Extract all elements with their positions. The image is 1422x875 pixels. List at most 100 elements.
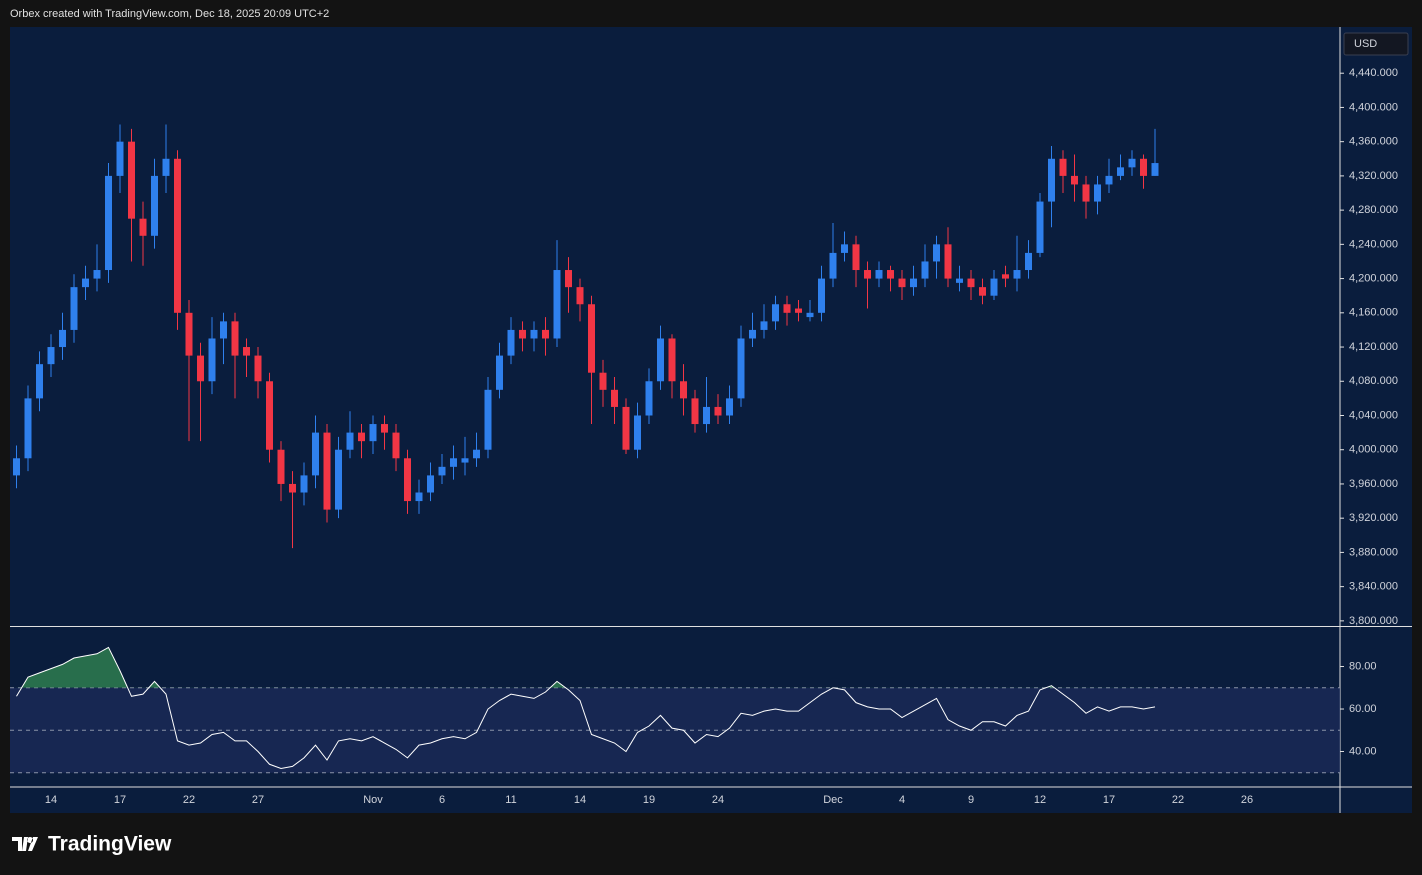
y-tick-label: 3,960.000 [1349, 478, 1398, 490]
candle-body [197, 355, 204, 382]
candle-body [703, 406, 710, 425]
rsi-line [16, 646, 1156, 770]
candle-body [438, 466, 446, 476]
candle-body [415, 492, 423, 502]
candle-body [749, 329, 756, 339]
currency-box[interactable] [1343, 32, 1409, 56]
candle-body [1117, 167, 1124, 176]
candle-body [254, 355, 262, 382]
candle-body [404, 458, 411, 502]
logo-text: TradingView [48, 833, 172, 856]
candle-body [312, 432, 319, 476]
header-title: Orbex created with TradingView.com, Dec … [10, 8, 329, 20]
candle-body [576, 287, 584, 305]
candle-body [93, 270, 101, 279]
candle-body [829, 252, 837, 279]
x-tick-label: 17 [114, 794, 126, 806]
candle-body [714, 406, 722, 416]
candle-body [519, 329, 526, 339]
candle-body [1094, 184, 1101, 202]
candle-body [818, 278, 825, 313]
candle-body [979, 287, 986, 296]
candle-body [289, 483, 296, 493]
candle-body [70, 287, 78, 330]
logo-icon [12, 837, 38, 851]
time-scale [10, 787, 1340, 813]
candle-body [645, 381, 653, 416]
candle-body [1025, 252, 1032, 271]
x-tick-label: 12 [1034, 794, 1046, 806]
candle-body [335, 449, 342, 510]
x-tick-label: 22 [1172, 794, 1184, 806]
candle-body [36, 364, 43, 399]
y2-tick-label: 40.00 [1349, 745, 1377, 757]
tradingview-logo: TradingView [12, 833, 172, 856]
y-tick-label: 4,240.000 [1349, 238, 1398, 250]
x-tick-label: 4 [899, 794, 905, 806]
candle-body [668, 338, 676, 382]
candle-body [760, 321, 768, 330]
candle-body [530, 329, 538, 339]
y-tick-label: 4,280.000 [1349, 204, 1398, 216]
x-tick-label: Dec [823, 794, 843, 806]
y-tick-label: 4,320.000 [1349, 170, 1398, 182]
candle-body [680, 381, 687, 399]
candle-body [588, 304, 595, 373]
candle-body [1048, 158, 1055, 202]
candle-body [1082, 184, 1090, 202]
x-tick-label: 14 [45, 794, 57, 806]
candle-body [277, 449, 285, 484]
y2-tick-label: 60.00 [1349, 703, 1377, 715]
candle-body [174, 158, 181, 313]
y2-tick-label: 80.00 [1349, 660, 1377, 672]
candle-body [139, 218, 147, 236]
candle-body [358, 432, 365, 442]
candle-body [128, 141, 135, 219]
candle-body [392, 432, 400, 459]
candle-body [47, 347, 55, 365]
candle-body [496, 355, 503, 390]
candle-body [13, 458, 20, 476]
candle-body [864, 270, 871, 279]
y-tick-label: 4,080.000 [1349, 375, 1398, 387]
candle-body [657, 338, 664, 382]
candle-body [381, 424, 388, 433]
candle-body [300, 475, 308, 493]
x-tick-label: 6 [439, 794, 445, 806]
candle-body [737, 338, 745, 399]
y-tick-label: 4,200.000 [1349, 272, 1398, 284]
candle-body [1002, 274, 1009, 279]
y-tick-label: 4,440.000 [1349, 67, 1398, 79]
candle-body [806, 312, 814, 318]
candle-body [1105, 175, 1113, 185]
candle-body [898, 278, 906, 288]
candle-body [162, 158, 170, 176]
candle-body [944, 244, 952, 279]
candle-body [461, 458, 469, 463]
x-tick-label: Nov [363, 794, 383, 806]
candle-body [59, 329, 66, 348]
price-scale [1340, 27, 1412, 813]
candle-body [24, 398, 32, 459]
candle-body [622, 406, 630, 450]
candle-body [841, 244, 848, 253]
candle-body [220, 321, 227, 339]
candle-body [507, 329, 515, 356]
candle-body [323, 432, 331, 510]
candle-body [910, 278, 917, 288]
candle-body [772, 304, 779, 322]
plot-area [10, 27, 1340, 787]
candle-body [484, 389, 492, 450]
candle-body [956, 278, 963, 283]
candle-body [1128, 158, 1136, 168]
candle-body [565, 270, 572, 288]
candle-body [967, 278, 975, 288]
y-tick-label: 3,840.000 [1349, 581, 1398, 593]
x-tick-label: 27 [252, 794, 264, 806]
x-tick-label: 26 [1241, 794, 1253, 806]
x-tick-label: 11 [505, 794, 516, 806]
candle-body [105, 175, 112, 271]
candle-body [151, 175, 158, 236]
candle-body [208, 338, 216, 382]
candle-body [933, 244, 940, 262]
